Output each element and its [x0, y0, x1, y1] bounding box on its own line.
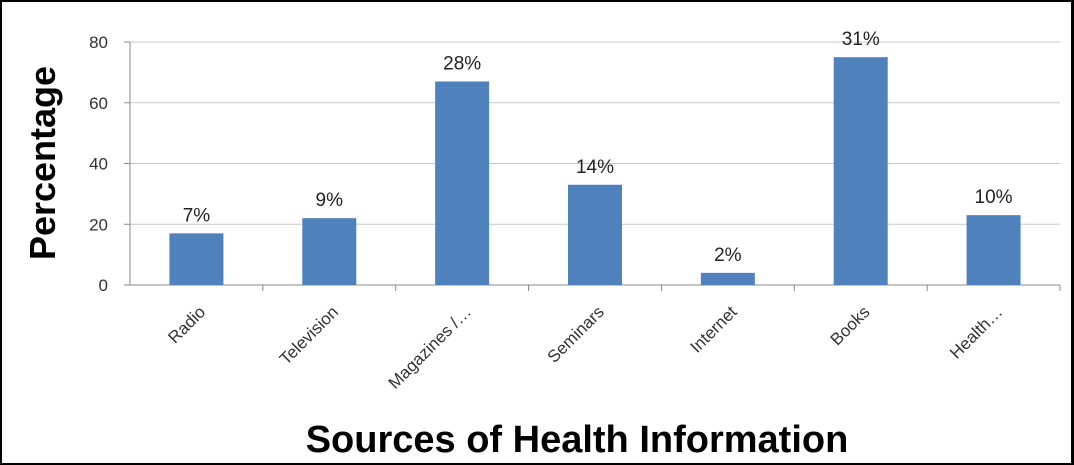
data-label: 14% [576, 157, 614, 178]
x-axis-label: Sources of Health Information [306, 419, 849, 461]
bar-0 [169, 233, 224, 285]
bar-3 [568, 184, 622, 285]
y-tick-label: 20 [89, 215, 108, 234]
bars [169, 57, 1021, 285]
y-tick-label: 80 [89, 33, 108, 52]
gridlines [124, 41, 1061, 291]
y-tick-label: 0 [99, 276, 108, 295]
data-label: 9% [316, 190, 344, 211]
data-labels: 7% 9% 28% 14% 2% 31% 10% [183, 29, 1013, 266]
x-tick-label: Magazines /… [385, 302, 475, 392]
x-tick-label: Internet [686, 302, 740, 356]
x-tick-label: Seminars [544, 302, 608, 366]
bar-2 [435, 81, 490, 285]
y-axis-label: Percentage [22, 66, 63, 260]
x-tick-label: Books [827, 302, 874, 349]
x-axis-ticks: Radio Television Magazines /… Seminars Inter… [164, 302, 1006, 392]
x-tick-label: Health… [946, 302, 1006, 362]
x-tick-label: Television [276, 302, 342, 368]
y-tick-label: 60 [89, 94, 108, 113]
data-label: 31% [842, 29, 880, 50]
data-label: 7% [183, 205, 211, 226]
bar-4 [700, 272, 755, 285]
data-label: 10% [975, 187, 1013, 208]
bar-6 [966, 215, 1021, 285]
y-axis-ticks: 0 20 40 60 80 [89, 33, 108, 295]
data-label: 28% [443, 53, 481, 74]
bar-1 [302, 218, 357, 285]
x-tick-label: Radio [164, 302, 209, 347]
y-tick-label: 40 [89, 155, 108, 174]
data-label: 2% [714, 245, 742, 266]
bar-5 [833, 57, 888, 285]
